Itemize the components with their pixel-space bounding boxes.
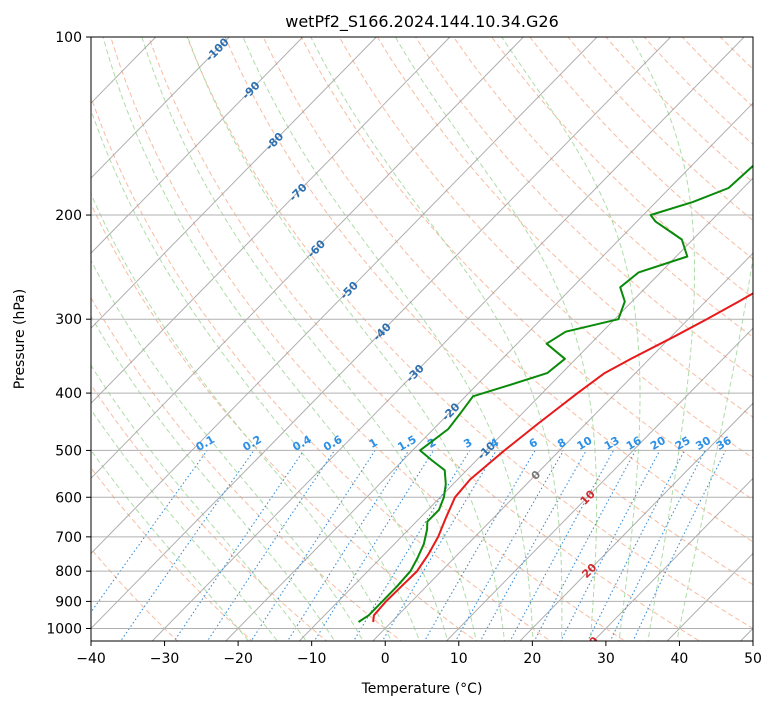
dry-adiabat bbox=[91, 383, 328, 641]
isotherm-line bbox=[91, 37, 378, 329]
y-tick-label: 200 bbox=[55, 208, 82, 224]
isotherm-line bbox=[372, 252, 753, 641]
x-axis: −40 −30 −20 −10 0 10 20 30 40 50 bbox=[76, 641, 762, 667]
moist-adiabat bbox=[629, 37, 695, 641]
dewpoint-profile-line bbox=[357, 164, 753, 623]
dry-adiabat bbox=[262, 37, 753, 543]
dry-adiabat bbox=[91, 296, 402, 641]
isotherm-line bbox=[592, 477, 753, 641]
x-tick-label: 10 bbox=[450, 651, 468, 667]
x-tick-label: 30 bbox=[597, 651, 615, 667]
dry-adiabat bbox=[186, 37, 753, 630]
moist-adiabat bbox=[676, 253, 753, 641]
dry-adiabat bbox=[91, 548, 179, 641]
isotherm-line bbox=[91, 37, 598, 555]
moist-adiabat bbox=[141, 37, 477, 641]
y-axis: 100 200 300 400 500 600 700 800 900 1000 bbox=[46, 30, 91, 637]
isotherm-line bbox=[445, 327, 753, 641]
y-tick-label: 800 bbox=[55, 564, 82, 580]
moist-adiabat bbox=[91, 259, 364, 641]
isotherm-line bbox=[298, 177, 753, 641]
dry-adiabat bbox=[148, 37, 701, 641]
y-tick-label: 300 bbox=[55, 312, 82, 328]
isotherm-line bbox=[91, 37, 451, 404]
plot-frame bbox=[90, 36, 754, 642]
dry-adiabat bbox=[300, 37, 753, 501]
pressure-grid bbox=[91, 37, 753, 629]
x-tick-label: −40 bbox=[76, 651, 106, 667]
y-tick-label: 1000 bbox=[46, 621, 82, 637]
x-tick-label: −30 bbox=[150, 651, 180, 667]
plot-area bbox=[91, 37, 753, 641]
isotherm-line bbox=[91, 37, 525, 480]
isotherm-line bbox=[91, 37, 304, 254]
x-tick-label: −10 bbox=[297, 651, 327, 667]
isotherm-line bbox=[91, 37, 672, 630]
y-tick-label: 700 bbox=[55, 530, 82, 546]
x-tick-label: 20 bbox=[523, 651, 541, 667]
dry-adiabat bbox=[453, 37, 753, 338]
dry-adiabat bbox=[91, 202, 477, 641]
x-tick-label: 40 bbox=[671, 651, 689, 667]
dry-adiabat bbox=[91, 467, 253, 641]
dry-adiabat bbox=[224, 37, 753, 586]
y-tick-label: 400 bbox=[55, 386, 82, 402]
dry-adiabat bbox=[91, 95, 552, 641]
x-tick-label: −20 bbox=[223, 651, 253, 667]
y-tick-label: 500 bbox=[55, 443, 82, 459]
isotherm-line bbox=[151, 37, 745, 641]
temperature-profile-line bbox=[372, 292, 753, 623]
dry-adiabat bbox=[414, 37, 753, 378]
dry-adiabat bbox=[110, 37, 626, 641]
chart-title: wetPf2_S166.2024.144.10.34.G26 bbox=[285, 12, 559, 32]
y-tick-label: 900 bbox=[55, 594, 82, 610]
sounding-series bbox=[357, 164, 753, 623]
isotherm-label: 30 bbox=[581, 634, 601, 654]
y-axis-title: Pressure (hPa) bbox=[12, 289, 28, 389]
isotherm-line bbox=[91, 37, 230, 179]
isotherm-line bbox=[519, 402, 753, 641]
y-tick-label: 600 bbox=[55, 490, 82, 506]
y-tick-label: 100 bbox=[55, 30, 82, 46]
isotherm-line bbox=[225, 102, 753, 641]
x-axis-title: Temperature (°C) bbox=[361, 681, 483, 697]
x-tick-label: 0 bbox=[381, 651, 390, 667]
moist-adiabat bbox=[242, 37, 534, 641]
x-tick-label: 50 bbox=[744, 651, 762, 667]
